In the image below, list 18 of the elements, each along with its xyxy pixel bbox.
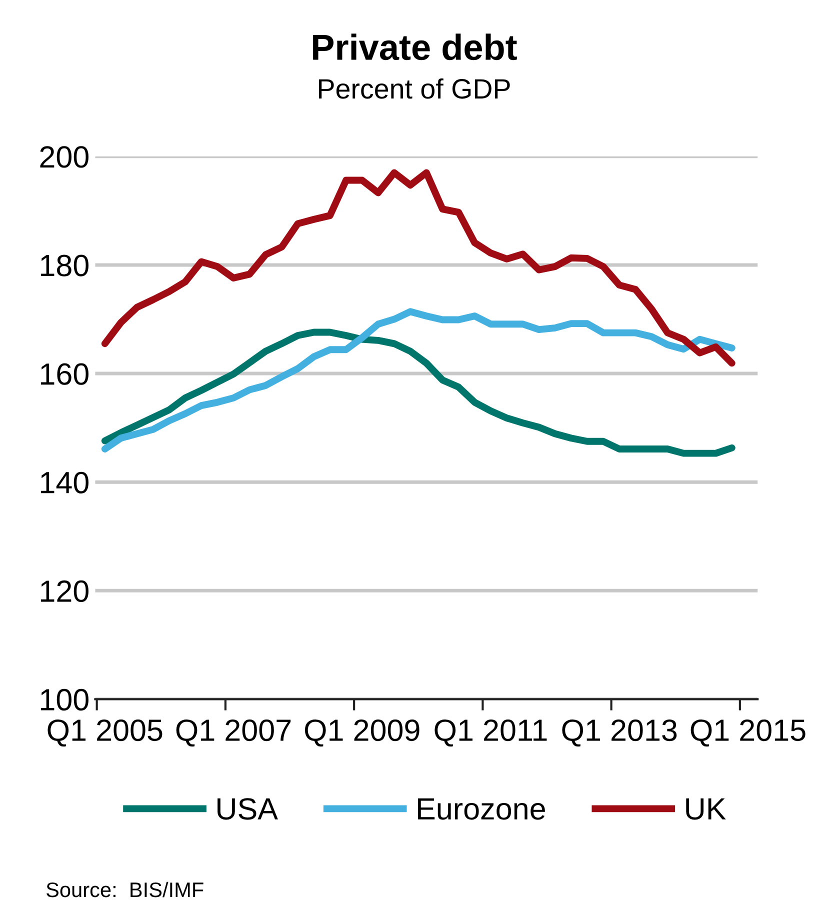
x-tick-label: Q1 2013 bbox=[562, 719, 677, 747]
x-tick-label: Q1 2009 bbox=[304, 719, 420, 747]
legend-label: USA bbox=[218, 798, 278, 820]
y-tick-label: 100 bbox=[41, 688, 88, 711]
chart-subtitle: Percent of GDP bbox=[319, 78, 510, 99]
legend-label: Eurozone bbox=[418, 798, 545, 820]
source-note: Source: BIS/IMF bbox=[46, 882, 204, 898]
x-tick-label: Q1 2015 bbox=[690, 719, 806, 747]
x-tick-label: Q1 2005 bbox=[48, 719, 162, 747]
legend-label: UK bbox=[686, 798, 726, 820]
y-tick-label: 200 bbox=[40, 146, 88, 168]
chart-title: Private debt bbox=[313, 34, 517, 60]
y-tick-label: 160 bbox=[41, 363, 88, 385]
x-tick-label: Q1 2011 bbox=[434, 719, 547, 747]
x-tick-label: Q1 2007 bbox=[176, 719, 291, 747]
y-tick-label: 120 bbox=[41, 580, 88, 602]
y-tick-label: 180 bbox=[41, 254, 88, 276]
y-tick-label: 140 bbox=[41, 472, 88, 494]
